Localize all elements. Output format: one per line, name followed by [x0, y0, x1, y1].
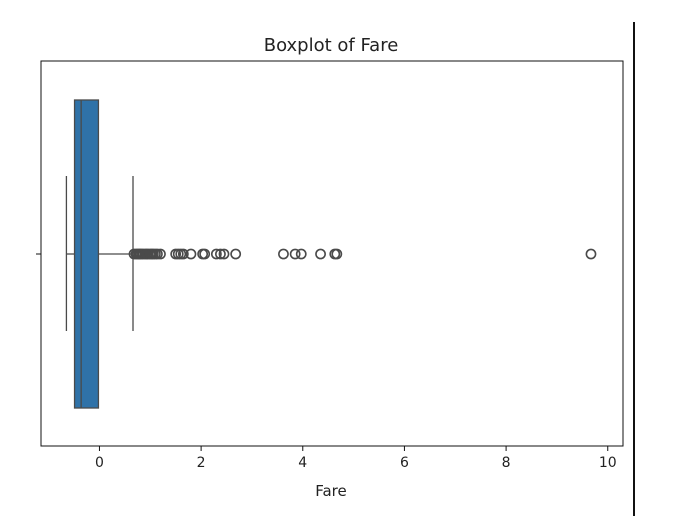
x-tick-label: 8 — [502, 455, 511, 471]
chart-title: Boxplot of Fare — [264, 35, 399, 56]
x-axis-label: Fare — [315, 482, 347, 500]
outlier-point — [586, 249, 595, 258]
outlier-point — [297, 249, 306, 258]
outlier-point — [316, 249, 325, 258]
panel-divider — [633, 22, 635, 516]
x-tick-label: 10 — [599, 455, 617, 471]
x-tick-label: 2 — [197, 455, 206, 471]
outlier-point — [231, 249, 240, 258]
x-tick-label: 6 — [400, 455, 409, 471]
iqr-box — [75, 100, 99, 408]
x-tick-label: 0 — [95, 455, 104, 471]
x-tick-label: 4 — [298, 455, 307, 471]
outlier-point — [279, 249, 288, 258]
